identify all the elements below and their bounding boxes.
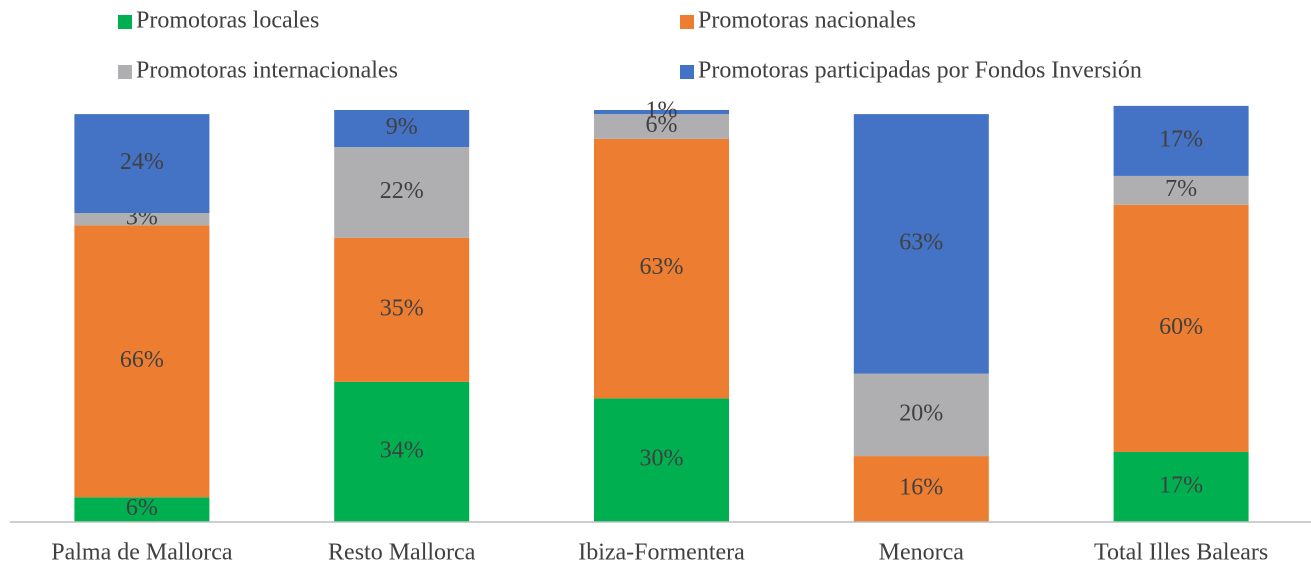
bar-segment	[594, 114, 729, 139]
data-label: 20%	[899, 400, 943, 426]
data-label: 7%	[1165, 176, 1197, 202]
legend-swatch	[118, 15, 132, 29]
bar-segment	[853, 373, 989, 457]
data-label: 60%	[1159, 314, 1203, 340]
x-tick-label: Menorca	[879, 540, 965, 566]
bar-segment	[1113, 175, 1249, 205]
data-label: 24%	[120, 149, 164, 175]
bar-segment	[334, 237, 470, 382]
bar-segment	[1113, 204, 1249, 452]
x-tick-label: Palma de Mallorca	[51, 540, 233, 566]
data-label: 34%	[380, 437, 424, 463]
x-tick-label: Ibiza-Formentera	[578, 540, 745, 566]
data-label: 63%	[899, 229, 943, 255]
bar-segment	[74, 213, 210, 226]
data-label: 17%	[1159, 126, 1203, 152]
legend-swatch	[680, 65, 694, 79]
bar-segment	[74, 225, 210, 498]
data-label: 63%	[640, 254, 684, 280]
data-label: 6%	[646, 112, 678, 138]
bar-segment	[334, 110, 470, 148]
bar-segment	[334, 147, 470, 238]
bar-segment	[594, 110, 729, 115]
bar-segment	[74, 114, 210, 213]
data-label: 30%	[640, 446, 684, 472]
bar-segment	[1113, 451, 1249, 522]
bar-segment	[594, 398, 729, 522]
x-tick-label: Total Illes Balears	[1094, 540, 1268, 566]
bar-segment	[594, 138, 729, 399]
data-label: 16%	[899, 475, 943, 501]
x-tick-label: Resto Mallorca	[328, 540, 476, 566]
data-label: 9%	[386, 114, 418, 140]
legend-swatch	[680, 15, 694, 29]
legend-label: Promotoras internacionales	[136, 58, 398, 84]
legend-label: Promotoras locales	[136, 8, 319, 34]
bar-segment	[853, 456, 989, 522]
bar-segment	[853, 114, 989, 374]
legend-label: Promotoras nacionales	[698, 8, 916, 34]
data-label: 6%	[126, 495, 158, 521]
data-label: 17%	[1159, 472, 1203, 498]
data-label: 1%	[646, 98, 678, 124]
bar-segment	[74, 497, 210, 522]
bar-segment	[1113, 105, 1249, 176]
data-label: 22%	[380, 178, 424, 204]
legend-label: Promotoras participadas por Fondos Inver…	[698, 58, 1142, 84]
data-label: 35%	[380, 295, 424, 321]
data-label: 66%	[120, 347, 164, 373]
legend-swatch	[118, 65, 132, 79]
bar-segment	[334, 381, 470, 522]
